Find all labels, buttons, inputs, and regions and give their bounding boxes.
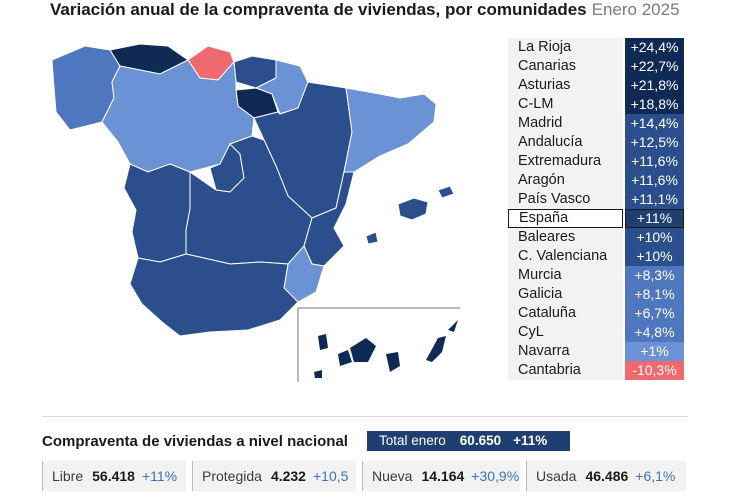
table-row: Extremadura +11,6% — [508, 152, 684, 171]
region-value: -10,3% — [625, 361, 684, 380]
region-canarias-5 — [426, 336, 446, 362]
table-row: C-LM +18,8% — [508, 95, 684, 114]
chart-title-text: Variación anual de la compraventa de viv… — [50, 0, 587, 19]
region-value: +10% — [625, 247, 684, 266]
region-name: Aragón — [508, 171, 623, 190]
region-value: +4,8% — [625, 323, 684, 342]
cell-value: 46.486 — [585, 468, 629, 484]
region-name: Galicia — [508, 285, 623, 304]
cell-label: Usada — [536, 468, 577, 484]
table-row: Madrid +14,4% — [508, 114, 684, 133]
region-value: +24,4% — [625, 38, 684, 57]
region-name: Navarra — [508, 342, 623, 361]
cell-value: 4.232 — [270, 468, 306, 484]
cell-label: Nueva — [372, 468, 413, 484]
chart-title: Variación anual de la compraventa de viv… — [50, 0, 680, 20]
region-canarias-4 — [386, 352, 400, 372]
table-row: Cataluña +6,7% — [508, 304, 684, 323]
region-canarias-6 — [448, 320, 458, 332]
national-title: Compraventa de viviendas a nivel naciona… — [42, 433, 348, 450]
region-value: +11,6% — [625, 152, 684, 171]
region-extremadura — [123, 163, 191, 263]
region-name: España — [508, 209, 623, 228]
table-row: Baleares +10% — [508, 228, 684, 247]
region-value: +18,8% — [625, 95, 684, 114]
table-row: Navarra +1% — [508, 342, 684, 361]
cell-pct: +6,1% — [635, 468, 676, 484]
table-row: Andalucía +12,5% — [508, 133, 684, 152]
national-breakdown: Libre 56.418 +11% Protegida 4.232 +10,5 … — [42, 461, 692, 491]
cell-pct: +11% — [141, 468, 178, 484]
cell-value: 56.418 — [92, 468, 135, 484]
chart-subtitle: Enero 2025 — [591, 0, 680, 19]
region-name: Baleares — [508, 228, 623, 247]
region-canarias-3 — [350, 338, 376, 362]
region-name: Asturias — [508, 76, 623, 95]
cell-nueva: Nueva 14.164 +30,9% — [362, 461, 520, 491]
table-row: CyL +4,8% — [508, 323, 684, 342]
table-row: Aragón +11,6% — [508, 171, 684, 190]
cell-protegida: Protegida 4.232 +10,5 — [192, 461, 356, 491]
divider — [42, 416, 688, 417]
region-canarias-2 — [338, 350, 352, 366]
cell-label: Libre — [52, 468, 84, 484]
spain-map — [51, 43, 460, 382]
region-name: Cantabria — [508, 361, 623, 380]
region-name: C-LM — [508, 95, 623, 114]
region-value: +12,5% — [625, 133, 684, 152]
cell-pct: +30,9% — [471, 468, 520, 484]
region-value: +6,7% — [625, 304, 684, 323]
region-canarias-1 — [318, 334, 328, 350]
region-value: +14,4% — [625, 114, 684, 133]
total-label: Total enero — [379, 433, 446, 448]
region-value: +11% — [625, 209, 684, 228]
cell-label: Protegida — [202, 468, 262, 484]
region-baleares-ibiza — [365, 231, 379, 245]
table-row: La Rioja +24,4% — [508, 38, 684, 57]
region-name: Cataluña — [508, 304, 623, 323]
region-value: +8,1% — [625, 285, 684, 304]
table-row: España +11% — [508, 209, 684, 228]
canarias-inset-frame — [297, 307, 460, 382]
region-value: +11,1% — [625, 190, 684, 209]
table-row: Asturias +21,8% — [508, 76, 684, 95]
cell-libre: Libre 56.418 +11% — [42, 461, 186, 491]
total-pct: +11% — [513, 433, 548, 448]
region-name: Canarias — [508, 57, 623, 76]
region-name: C. Valenciana — [508, 247, 623, 266]
region-name: Extremadura — [508, 152, 623, 171]
region-name: La Rioja — [508, 38, 623, 57]
table-row: C. Valenciana +10% — [508, 247, 684, 266]
ranking-table: La Rioja +24,4% Canarias +22,7% Asturias +21,… — [508, 38, 684, 380]
region-value: +11,6% — [625, 171, 684, 190]
total-value: 60.650 — [459, 433, 502, 448]
region-name: CyL — [508, 323, 623, 342]
region-value: +10% — [625, 228, 684, 247]
table-row: Canarias +22,7% — [508, 57, 684, 76]
region-value: +22,7% — [625, 57, 684, 76]
table-row: Cantabria -10,3% — [508, 361, 684, 380]
region-value: +21,8% — [625, 76, 684, 95]
region-andalucia — [129, 253, 299, 337]
table-row: Galicia +8,1% — [508, 285, 684, 304]
region-name: País Vasco — [508, 190, 623, 209]
table-row: País Vasco +11,1% — [508, 190, 684, 209]
national-total-box: Total enero 60.650 +11% — [367, 431, 570, 451]
region-cataluna — [343, 87, 437, 173]
region-value: +1% — [625, 342, 684, 361]
region-value: +8,3% — [625, 266, 684, 285]
region-name: Andalucía — [508, 133, 623, 152]
region-name: Madrid — [508, 114, 623, 133]
region-name: Murcia — [508, 266, 623, 285]
cell-pct: +10,5 — [312, 468, 349, 484]
cell-usada: Usada 46.486 +6,1% — [526, 461, 686, 491]
region-baleares-menorca — [437, 185, 455, 199]
table-row: Murcia +8,3% — [508, 266, 684, 285]
region-baleares — [397, 197, 429, 221]
region-canarias-7 — [314, 370, 322, 378]
cell-value: 14.164 — [421, 468, 465, 484]
